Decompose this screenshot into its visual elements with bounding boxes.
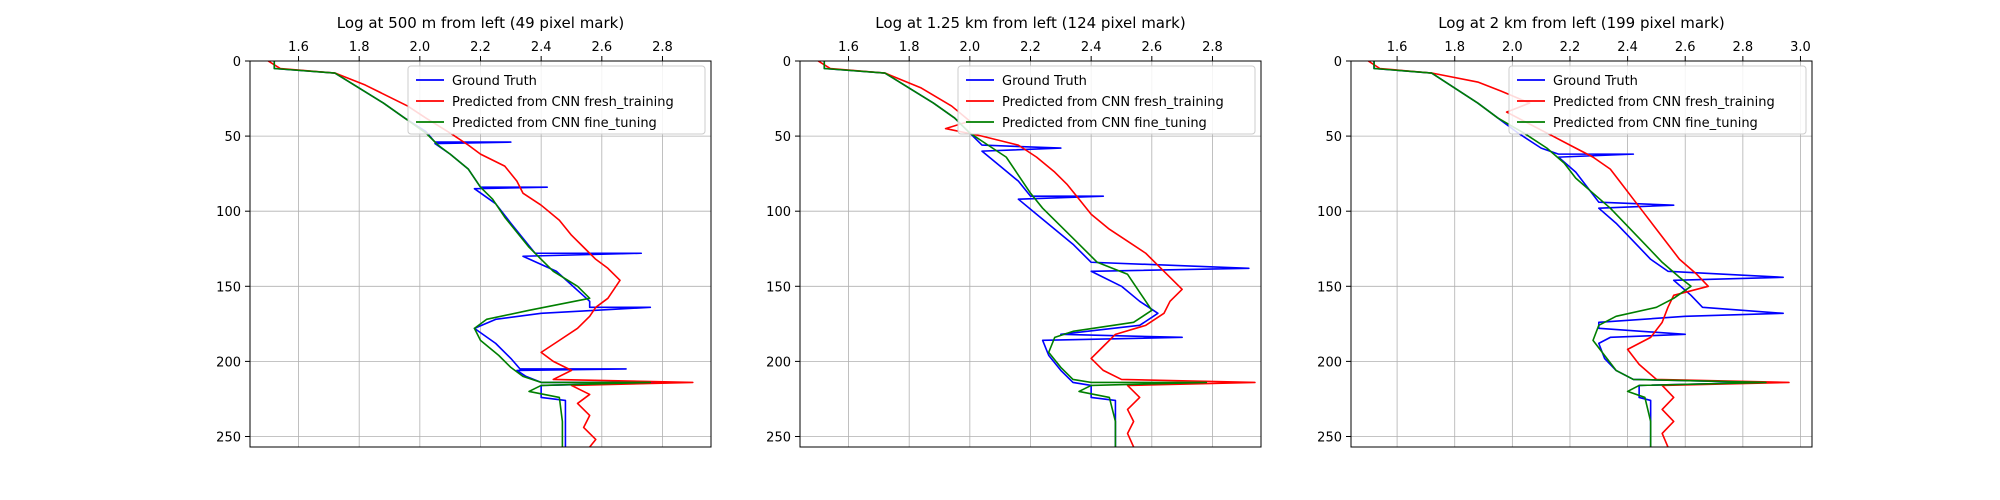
legend-box	[1508, 65, 1807, 135]
legend-box	[957, 65, 1256, 135]
series-line-fine-tuning	[823, 61, 1208, 447]
legend-label: Ground Truth	[1002, 74, 1087, 89]
x-tick-label: 2.0	[959, 40, 980, 55]
legend: Ground Truth Predicted from CNN fresh_tra…	[957, 65, 1256, 135]
y-tick-label: 50	[1325, 130, 1342, 145]
legend: Ground Truth Predicted from CNN fresh_tra…	[1508, 65, 1807, 135]
plot-frame	[1350, 60, 1813, 448]
y-tick-label: 150	[1317, 280, 1342, 295]
y-tick-label: 250	[766, 430, 791, 445]
x-tick-label: 2.2	[1020, 40, 1041, 55]
x-tick-label: 2.2	[1560, 40, 1581, 55]
chart-title: Log at 1.25 km from left (124 pixel mark…	[875, 14, 1185, 32]
x-tick-label: 1.6	[1387, 40, 1408, 55]
y-tick-label: 100	[216, 205, 241, 220]
legend-label: Predicted from CNN fine_tuning	[1553, 116, 1758, 131]
chart-title: Log at 500 m from left (49 pixel mark)	[337, 14, 624, 32]
x-tick-label: 2.8	[1733, 40, 1754, 55]
y-tick-label: 250	[1317, 430, 1342, 445]
x-tick-label: 2.0	[409, 40, 430, 55]
x-tick-label: 2.8	[1202, 40, 1223, 55]
legend-label: Predicted from CNN fine_tuning	[1002, 116, 1207, 131]
x-tick-label: 3.0	[1790, 40, 1811, 55]
legend-label: Predicted from CNN fresh_training	[1553, 95, 1775, 110]
legend-label: Predicted from CNN fresh_training	[452, 95, 674, 110]
y-tick-label: 200	[766, 355, 791, 370]
series-line-fine-tuning	[1373, 61, 1767, 447]
y-tick-label: 0	[1334, 55, 1342, 70]
y-tick-label: 200	[216, 355, 241, 370]
chart-panel-3: 1.6 1.8 2.0 2.2 2.4 2.6 2.8 3.0 0 50 100 150 200 250 L…	[1317, 14, 1813, 448]
legend: Ground Truth Predicted from CNN fresh_tra…	[407, 65, 706, 135]
x-tick-label: 2.6	[1141, 40, 1162, 55]
x-tick-label: 2.4	[1617, 40, 1638, 55]
x-tick-label: 1.8	[1444, 40, 1465, 55]
y-tick-label: 0	[783, 55, 791, 70]
x-tick-label: 2.8	[652, 40, 673, 55]
chart-title: Log at 2 km from left (199 pixel mark)	[1438, 14, 1725, 32]
y-tick-label: 250	[216, 430, 241, 445]
legend-label: Ground Truth	[452, 74, 537, 89]
y-tick-label: 50	[774, 130, 791, 145]
x-tick-label: 2.6	[591, 40, 612, 55]
y-tick-label: 200	[1317, 355, 1342, 370]
y-tick-label: 150	[766, 280, 791, 295]
legend-label: Predicted from CNN fresh_training	[1002, 95, 1224, 110]
series-line-fresh-training	[817, 61, 1256, 447]
y-tick-label: 50	[224, 130, 241, 145]
x-tick-label: 1.6	[288, 40, 309, 55]
x-tick-label: 2.6	[1675, 40, 1696, 55]
legend-box	[407, 65, 706, 135]
x-tick-label: 1.8	[899, 40, 920, 55]
x-tick-label: 2.0	[1502, 40, 1523, 55]
x-tick-label: 2.4	[1081, 40, 1102, 55]
legend-label: Ground Truth	[1553, 74, 1638, 89]
chart-panel-2: 1.6 1.8 2.0 2.2 2.4 2.6 2.8 0 50 100 150 200 250 Log …	[766, 14, 1262, 448]
x-tick-label: 1.6	[838, 40, 859, 55]
y-tick-label: 100	[1317, 205, 1342, 220]
chart-panel-1: 1.6 1.8 2.0 2.2 2.4 2.6 2.8 0 50 100 150 200 250 Log …	[216, 14, 712, 448]
y-tick-label: 0	[233, 55, 241, 70]
y-tick-label: 100	[766, 205, 791, 220]
y-tick-label: 150	[216, 280, 241, 295]
x-tick-label: 1.8	[349, 40, 370, 55]
x-tick-label: 2.2	[470, 40, 491, 55]
x-tick-label: 2.4	[531, 40, 552, 55]
legend-label: Predicted from CNN fine_tuning	[452, 116, 657, 131]
